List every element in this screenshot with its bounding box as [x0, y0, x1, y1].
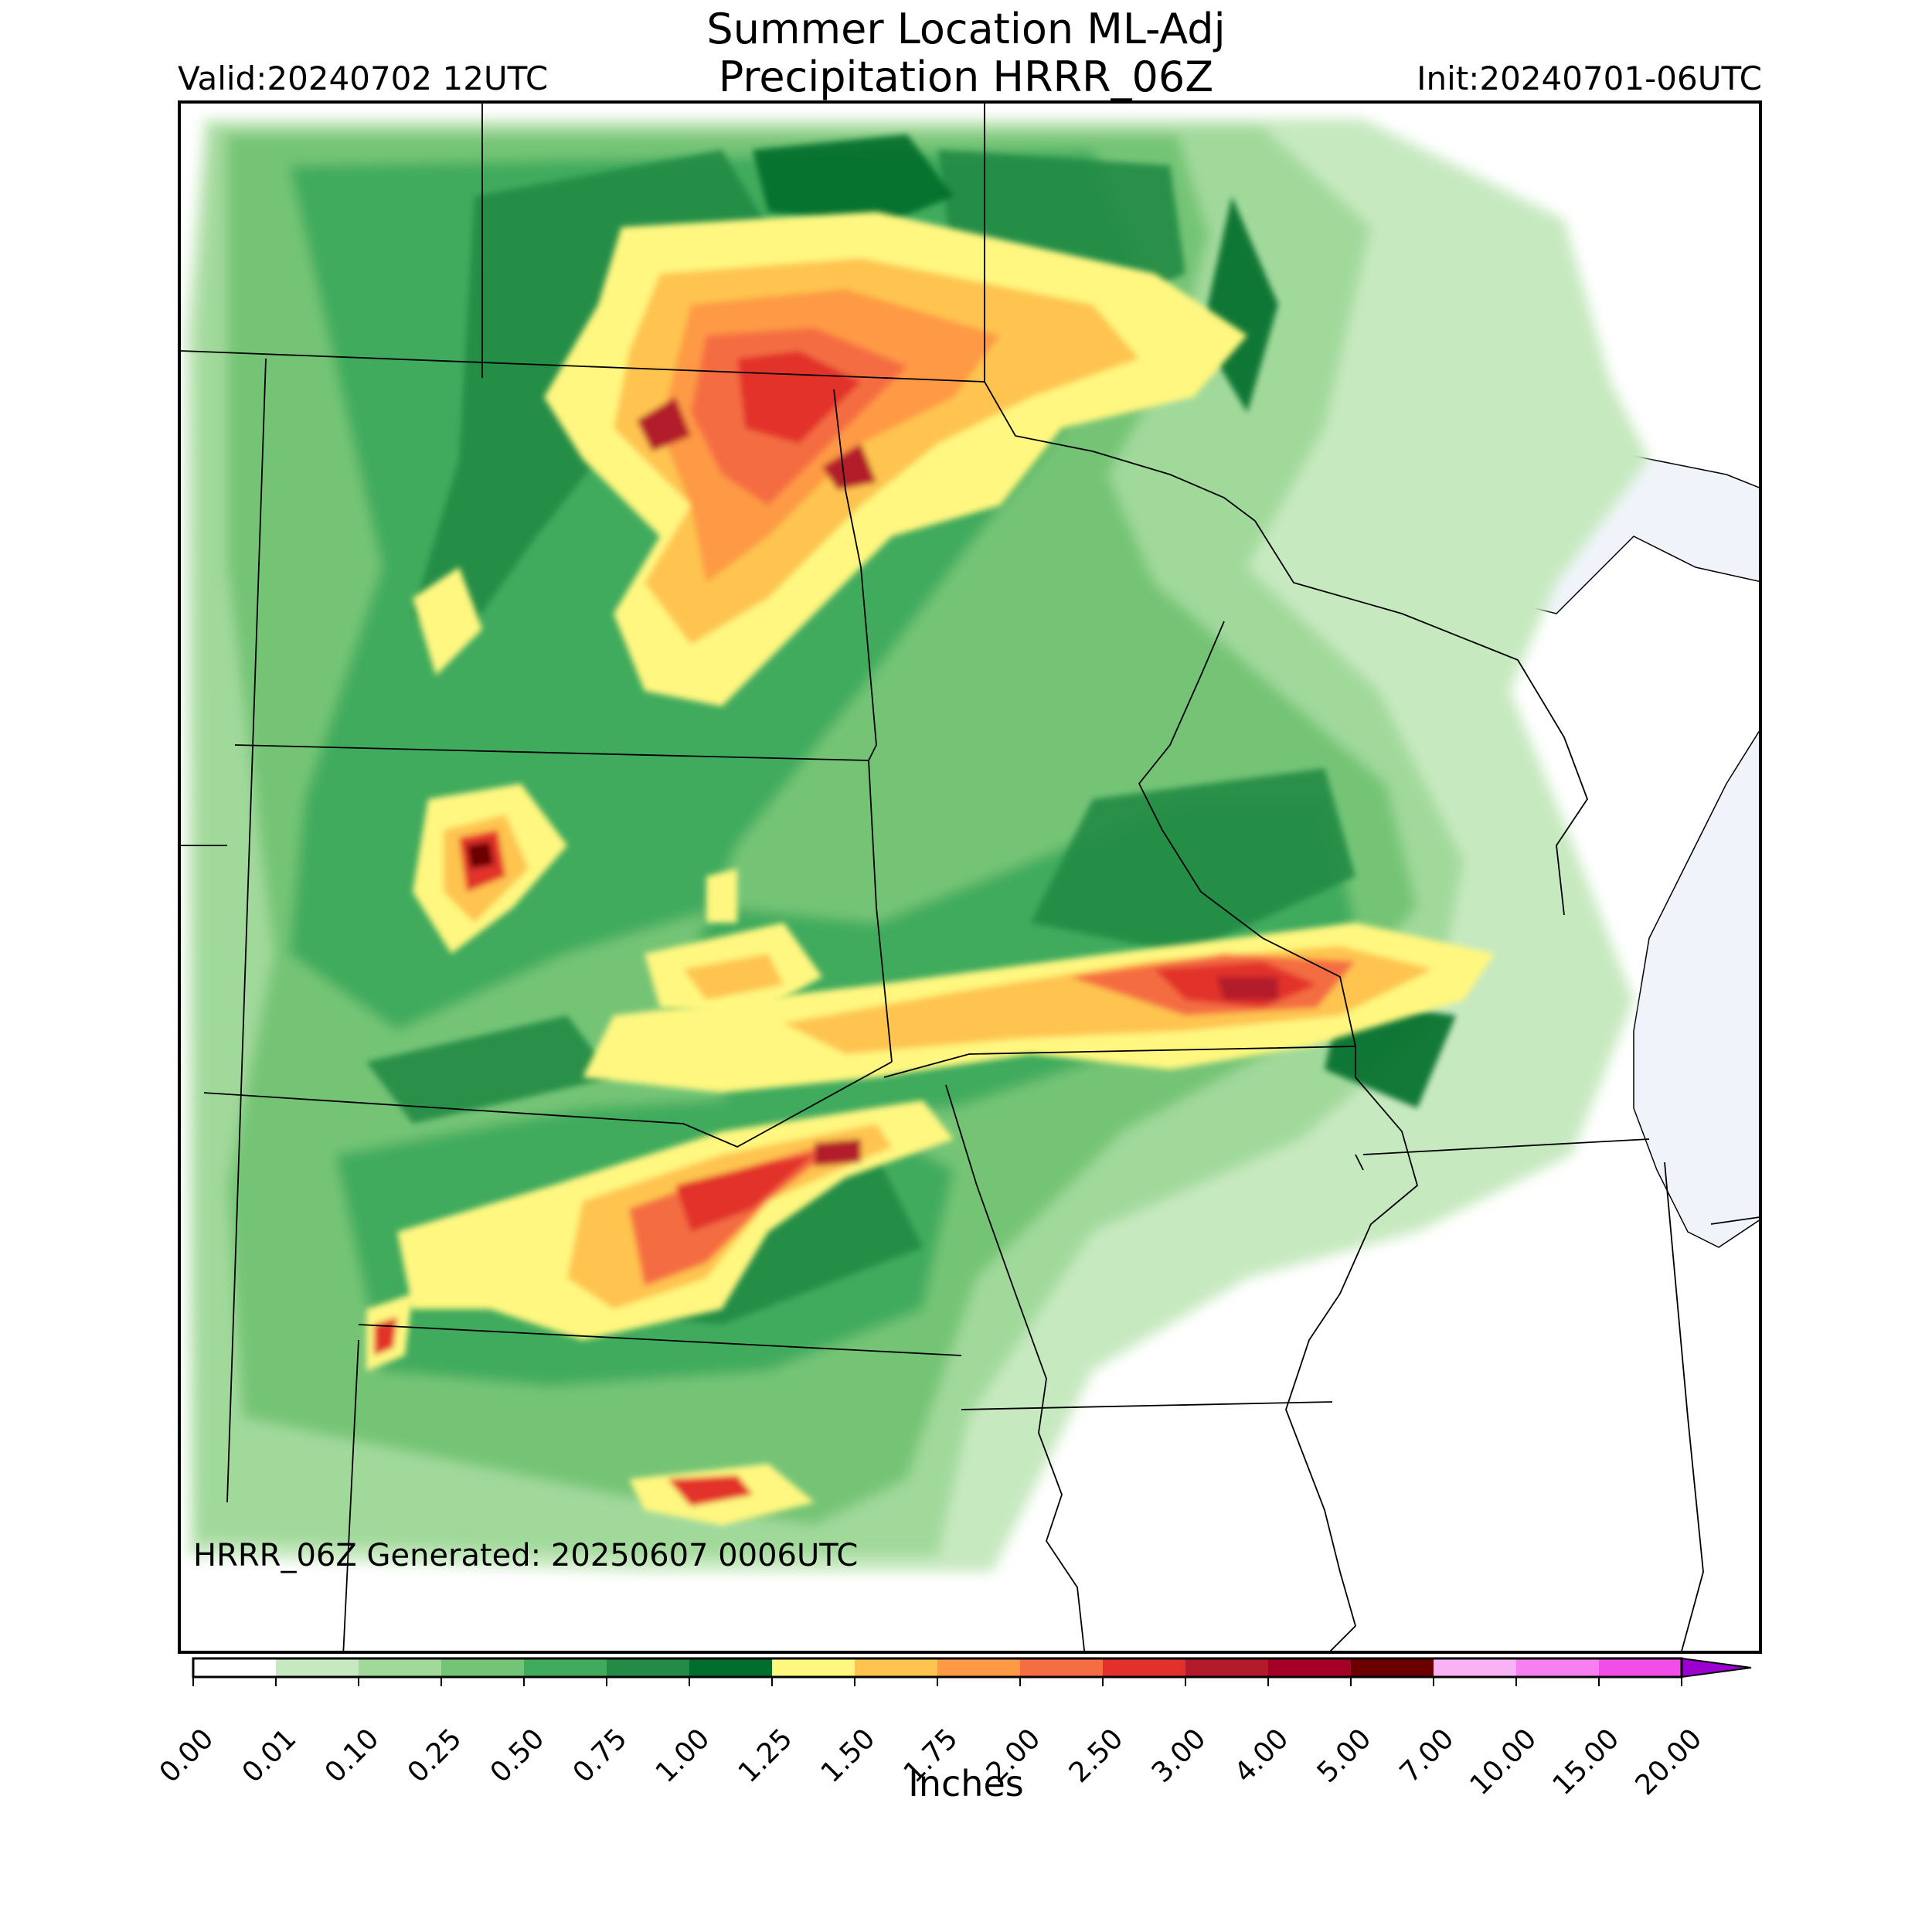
colorbar-cell	[193, 1658, 277, 1677]
colorbar-cell	[689, 1658, 773, 1677]
colorbar-cell	[1268, 1658, 1352, 1677]
state-borders	[181, 104, 1759, 1651]
colorbar-cell	[359, 1658, 442, 1677]
colorbar-cell	[1599, 1658, 1682, 1677]
colorbar-cell	[855, 1658, 938, 1677]
lake-michigan	[1633, 730, 1759, 1248]
colorbar-cell	[1351, 1658, 1434, 1677]
colorbar-cell	[441, 1658, 525, 1677]
precip-field	[185, 119, 1649, 1572]
colorbar	[192, 1657, 1752, 1686]
map-canvas	[181, 104, 1759, 1651]
colorbar-cell	[1103, 1658, 1186, 1677]
generated-timestamp: HRRR_06Z Generated: 20250607 0006UTC	[193, 1538, 859, 1573]
colorbar-cell	[524, 1658, 607, 1677]
colorbar-cell	[937, 1658, 1021, 1677]
colorbar-cell	[1516, 1658, 1600, 1677]
colorbar-cells	[192, 1657, 1752, 1679]
init-time: Init:20240701-06UTC	[1417, 60, 1762, 97]
colorbar-units: Inches	[908, 1763, 1024, 1804]
title-line-2: Precipitation HRRR_06Z	[718, 53, 1214, 101]
colorbar-cell	[1020, 1658, 1104, 1677]
colorbar-cell	[276, 1658, 359, 1677]
title-line-1: Summer Location ML-Adj	[706, 5, 1226, 53]
colorbar-cell	[1185, 1658, 1269, 1677]
colorbar-extend-arrow	[1681, 1657, 1752, 1679]
colorbar-cell	[772, 1658, 855, 1677]
precipitation-map[interactable]	[178, 100, 1762, 1654]
valid-time: Valid:20240702 12UTC	[178, 60, 549, 97]
colorbar-cell	[607, 1658, 690, 1677]
colorbar-ticks	[192, 1677, 1682, 1686]
colorbar-cell	[1434, 1658, 1517, 1677]
